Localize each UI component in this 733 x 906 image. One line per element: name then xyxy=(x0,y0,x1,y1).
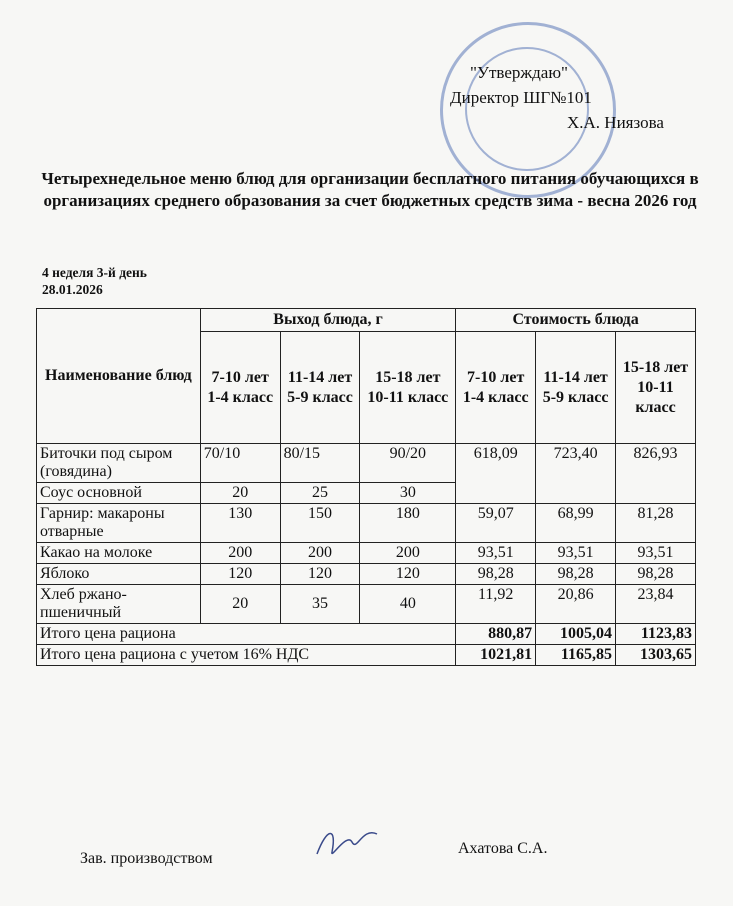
cost: 618,09 xyxy=(455,443,537,504)
cost: 98,28 xyxy=(615,563,696,585)
approval-block: "Утверждаю" Директор ШГ№101 Х.А. Ниязова xyxy=(450,60,664,135)
header-cost-11-14: 11-14 лет 5-9 класс xyxy=(535,331,617,444)
total-vat-cost: 1165,85 xyxy=(535,644,617,666)
header-dish-name: Наименование блюд xyxy=(36,308,201,444)
approval-signatory: Х.А. Ниязова xyxy=(567,113,664,132)
document-meta: 4 неделя 3-й день 28.01.2026 xyxy=(42,264,147,298)
yield: 70/10 xyxy=(199,443,281,483)
approval-heading: "Утверждаю" xyxy=(470,63,568,82)
dish-name: Соус основной xyxy=(36,482,201,504)
yield: 80/15 xyxy=(279,443,361,483)
yield: 40 xyxy=(359,584,457,624)
cost: 59,07 xyxy=(455,503,537,543)
week-day: 4 неделя 3-й день xyxy=(42,265,147,280)
cost: 11,92 xyxy=(455,584,537,624)
total-vat-cost: 1021,81 xyxy=(455,644,537,666)
total-cost: 1123,83 xyxy=(615,623,696,645)
yield: 200 xyxy=(279,542,361,564)
cost: 93,51 xyxy=(535,542,617,564)
table-row: Какао на молоке 200 200 200 93,51 93,51 … xyxy=(36,542,696,564)
footer-role: Зав. производством xyxy=(80,850,213,867)
yield: 30 xyxy=(359,482,457,504)
table-row: Яблоко 120 120 120 98,28 98,28 98,28 xyxy=(36,563,696,585)
header-yield-7-10: 7-10 лет 1-4 класс xyxy=(199,331,281,444)
yield: 130 xyxy=(199,503,281,543)
total-label: Итого цена рациона xyxy=(35,623,457,645)
table-row: Гарнир: макароны отварные 130 150 180 59… xyxy=(36,503,696,543)
cost: 826,93 xyxy=(615,443,696,504)
total-vat-cost: 1303,65 xyxy=(615,644,696,666)
total-vat-label: Итого цена рациона с учетом 16% НДС xyxy=(35,644,457,666)
yield: 35 xyxy=(279,584,361,624)
date: 28.01.2026 xyxy=(42,282,103,297)
cost: 68,99 xyxy=(535,503,617,543)
cost: 98,28 xyxy=(535,563,617,585)
cost: 23,84 xyxy=(615,584,696,624)
document-title: Четырехнедельное меню блюд для организац… xyxy=(41,169,699,210)
dish-name: Яблоко xyxy=(36,563,201,585)
header-cost-15-18: 15-18 лет 10-11 класс xyxy=(615,331,696,444)
approval-position: Директор ШГ№101 xyxy=(450,88,592,107)
yield: 120 xyxy=(359,563,457,585)
dish-name: Гарнир: макароны отварные xyxy=(36,503,201,543)
yield: 150 xyxy=(279,503,361,543)
total-cost: 1005,04 xyxy=(535,623,617,645)
cost: 20,86 xyxy=(535,584,617,624)
yield: 120 xyxy=(199,563,281,585)
dish-name: Биточки под сыром (говядина) xyxy=(36,443,201,483)
yield: 20 xyxy=(199,482,281,504)
header-cost: Стоимость блюда xyxy=(455,308,696,332)
header-yield: Выход блюда, г xyxy=(199,308,457,332)
yield: 25 xyxy=(279,482,361,504)
table-row: Хлеб ржано-пшеничный 20 35 40 11,92 20,8… xyxy=(36,584,696,624)
total-vat-row: Итого цена рациона с учетом 16% НДС 1021… xyxy=(35,644,696,666)
total-row: Итого цена рациона 880,87 1005,04 1123,8… xyxy=(35,623,696,645)
total-cost: 880,87 xyxy=(455,623,537,645)
cost: 723,40 xyxy=(535,443,617,504)
table-row: Соус основной 20 25 30 xyxy=(36,482,696,504)
yield: 200 xyxy=(359,542,457,564)
cost: 98,28 xyxy=(455,563,537,585)
handwritten-signature xyxy=(316,832,378,855)
yield: 200 xyxy=(199,542,281,564)
yield: 180 xyxy=(359,503,457,543)
yield: 90/20 xyxy=(359,443,457,483)
table-row: Биточки под сыром (говядина) 70/10 80/15… xyxy=(36,443,696,504)
dish-name: Какао на молоке xyxy=(36,542,201,564)
official-stamp xyxy=(440,22,616,198)
cost: 81,28 xyxy=(615,503,696,543)
header-yield-11-14: 11-14 лет 5-9 класс xyxy=(279,331,361,444)
yield: 20 xyxy=(199,584,281,624)
menu-table: Наименование блюд Выход блюда, г Стоимос… xyxy=(35,308,696,666)
header-yield-15-18: 15-18 лет 10-11 класс xyxy=(359,331,457,444)
header-cost-7-10: 7-10 лет 1-4 класс xyxy=(455,331,537,444)
cost: 93,51 xyxy=(615,542,696,564)
cost: 93,51 xyxy=(455,542,537,564)
dish-name: Хлеб ржано-пшеничный xyxy=(36,584,201,624)
yield: 120 xyxy=(279,563,361,585)
footer-name: Ахатова С.А. xyxy=(458,840,548,857)
